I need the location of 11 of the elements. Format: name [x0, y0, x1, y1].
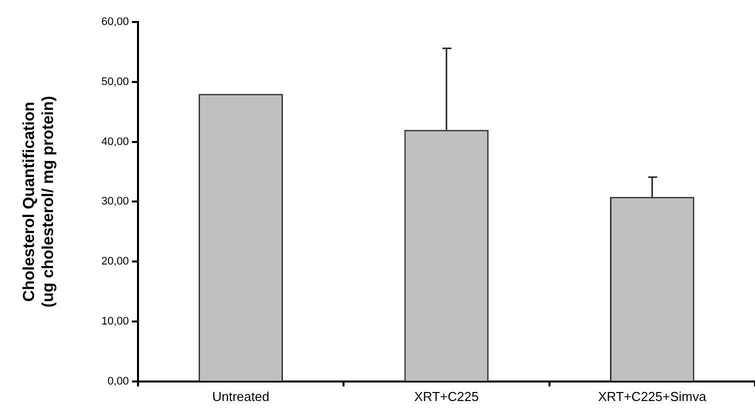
y-tick-label: 30,00	[101, 196, 129, 208]
x-tick-label: XRT+C225	[414, 388, 479, 404]
y-tick-label: 40,00	[101, 136, 129, 148]
y-tick-label: 0,00	[108, 375, 129, 388]
x-tick-label: XRT+C225+Simva	[598, 388, 707, 404]
y-axis-title: Cholesterol Quantification (ug cholesterol/ mg protein)	[21, 96, 58, 308]
y-tick-label: 50,00	[101, 76, 129, 88]
x-tick-label: Untreated	[212, 388, 270, 404]
y-tick-label: 20,00	[101, 256, 129, 268]
y-tick-label: 60,00	[101, 16, 129, 28]
y-tick-label: 10,00	[101, 316, 129, 328]
